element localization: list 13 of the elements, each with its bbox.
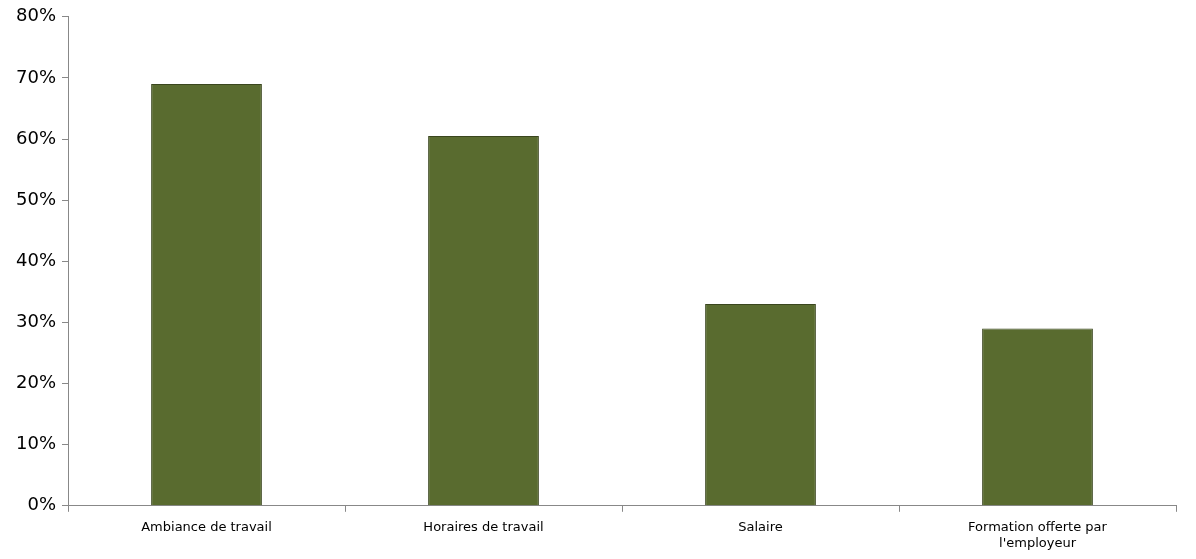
y-tick-label: 80% <box>15 4 57 26</box>
y-tick-label: 20% <box>15 371 57 393</box>
y-tick-label: 30% <box>15 310 57 332</box>
y-tick-label: 10% <box>15 432 57 454</box>
x-tick-label: Horaires de travail <box>423 518 544 534</box>
y-tick-label: 0% <box>27 493 57 515</box>
x-tick-label: Ambiance de travail <box>141 518 272 534</box>
y-tick-label: 70% <box>15 65 57 87</box>
y-tick-label: 50% <box>15 187 57 209</box>
x-tick-label: Salaire <box>738 518 783 534</box>
y-tick-label: 40% <box>15 248 57 270</box>
x-tick-label: Formation offerte par l'employeur <box>968 518 1108 550</box>
y-tick-label: 60% <box>15 126 57 148</box>
